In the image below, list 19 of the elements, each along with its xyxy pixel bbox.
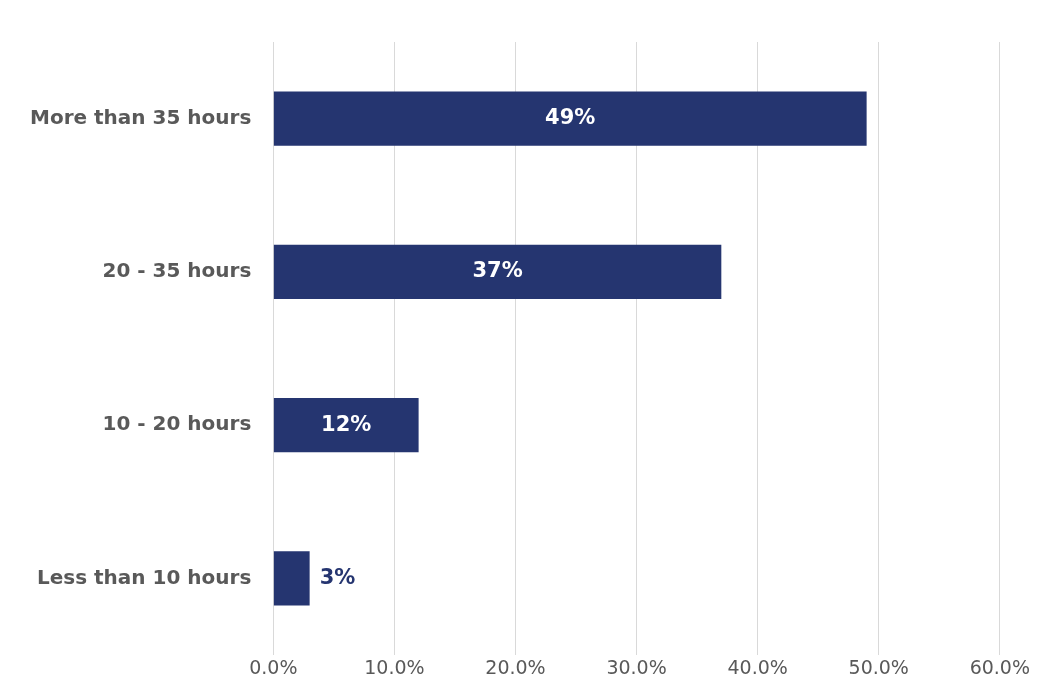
x-tick-label: 50.0% — [848, 656, 909, 679]
x-tick-label: 0.0% — [249, 656, 298, 679]
bar — [273, 551, 310, 606]
data-label: 3% — [319, 564, 356, 589]
x-tick-label: 60.0% — [969, 656, 1030, 679]
x-tick-label: 20.0% — [485, 656, 546, 679]
y-tick-label: 20 - 35 hours — [102, 258, 252, 283]
y-tick-label: Less than 10 hours — [36, 564, 252, 589]
y-tick-label: 10 - 20 hours — [102, 411, 252, 436]
y-tick-label: More than 35 hours — [30, 104, 252, 129]
data-label: 37% — [472, 258, 523, 283]
x-tick-label: 30.0% — [606, 656, 667, 679]
bar — [273, 397, 419, 453]
data-label: 49% — [545, 105, 596, 130]
x-tick-label: 40.0% — [727, 656, 788, 679]
x-tick-label: 10.0% — [364, 656, 425, 679]
bar — [273, 244, 722, 300]
bar — [273, 91, 867, 146]
data-label: 12% — [321, 411, 372, 436]
